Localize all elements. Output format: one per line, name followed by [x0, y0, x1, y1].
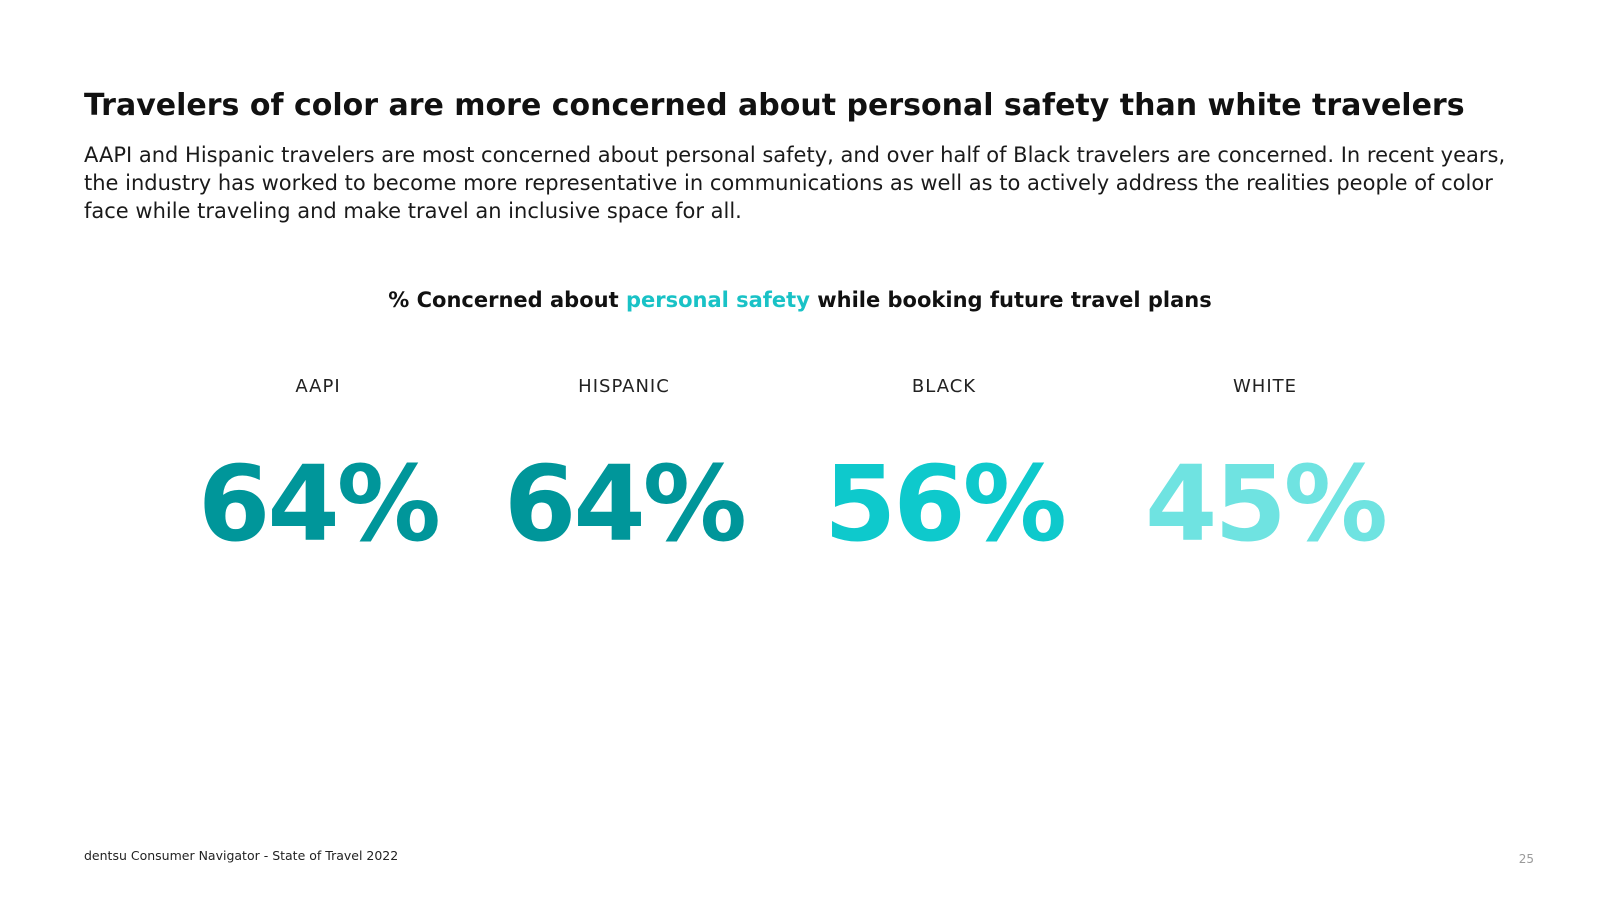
stat-column: WHITE 45% — [1145, 376, 1388, 565]
chart-title-highlight: personal safety — [625, 288, 810, 312]
value-label: 64% — [198, 443, 438, 565]
category-label: AAPI — [295, 376, 340, 397]
stat-column: HISPANIC 64% — [504, 376, 747, 565]
chart-title: % Concerned about personal safety while … — [0, 285, 1600, 315]
category-label: HISPANIC — [578, 376, 670, 397]
chart-title-prefix: % Concerned about — [388, 288, 626, 312]
slide-title: Travelers of color are more concerned ab… — [84, 88, 1465, 123]
value-label: 56% — [824, 443, 1064, 565]
category-label: WHITE — [1233, 376, 1297, 397]
stat-column: AAPI 64% — [198, 376, 441, 565]
category-label: BLACK — [912, 376, 976, 397]
page-number: 25 — [1518, 852, 1534, 866]
chart-title-suffix: while booking future travel plans — [809, 288, 1212, 312]
slide-subtitle: AAPI and Hispanic travelers are most con… — [84, 143, 1506, 223]
value-label: 45% — [1145, 443, 1385, 565]
footer-source: dentsu Consumer Navigator - State of Tra… — [84, 848, 399, 863]
value-label: 64% — [504, 443, 744, 565]
stat-column: BLACK 56% — [824, 376, 1067, 565]
stat-chart: AAPI 64% HISPANIC 64% BLACK 56% WHITE 45% — [198, 376, 1388, 565]
